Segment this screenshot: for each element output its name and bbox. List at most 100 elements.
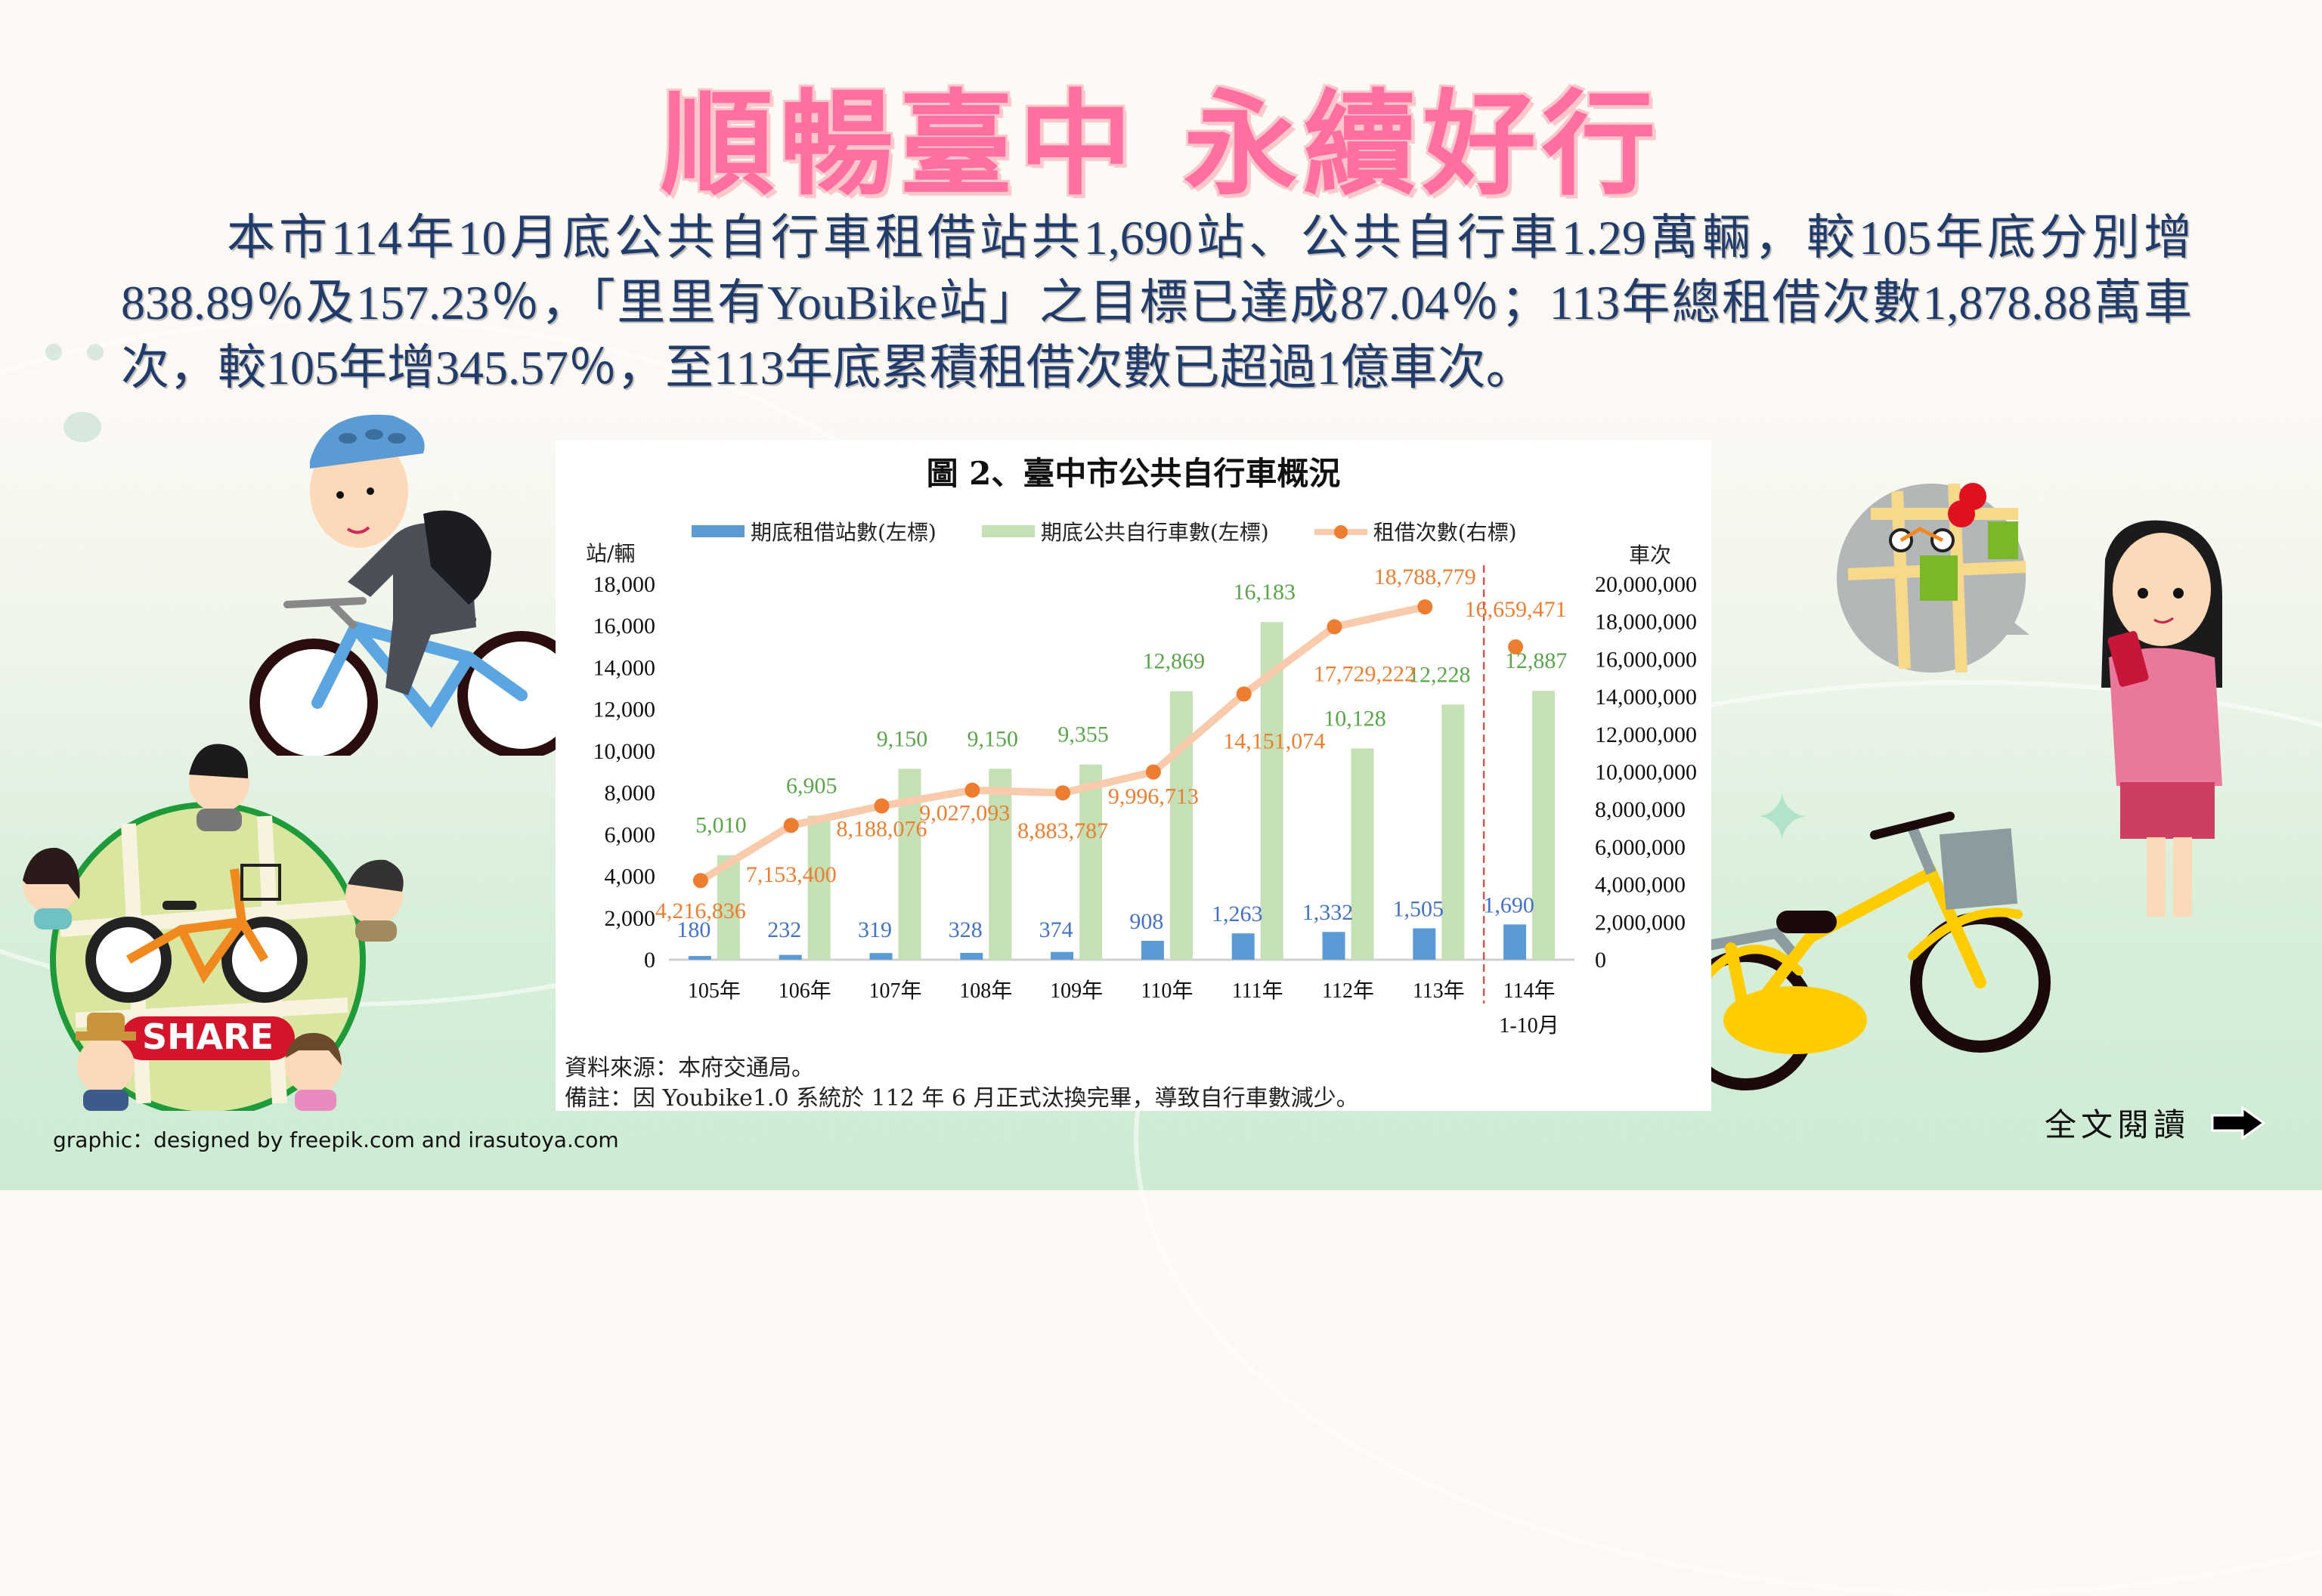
- x-axis-tick: 108年: [959, 979, 1012, 1003]
- right-axis-tick: 4,000,000: [1595, 873, 1686, 898]
- read-full-article-link[interactable]: 全文閱讀: [2045, 1100, 2266, 1146]
- right-axis-tick: 10,000,000: [1595, 760, 1697, 785]
- bar-stations: [1231, 933, 1255, 960]
- right-axis-tick: 14,000,000: [1595, 685, 1697, 710]
- right-axis-unit: 車次: [1629, 543, 1672, 568]
- bar-bikes: [1169, 691, 1193, 960]
- bar-stations: [688, 956, 711, 960]
- share-badge: SHARE: [142, 1016, 274, 1057]
- left-axis-tick: 14,000: [593, 655, 656, 680]
- bar-stations: [1322, 932, 1345, 960]
- x-axis-tick: 113年: [1413, 979, 1465, 1003]
- label-rentals: 9,027,093: [919, 801, 1010, 826]
- label-rentals: 8,883,787: [1017, 818, 1108, 843]
- rentals-point: [1508, 639, 1524, 655]
- left-axis-tick: 18,000: [593, 572, 656, 597]
- label-bikes: 9,355: [1057, 722, 1109, 747]
- bar-stations: [1503, 924, 1527, 960]
- bar-stations: [779, 954, 802, 960]
- label-stations: 1,332: [1302, 900, 1354, 925]
- left-axis-tick: 0: [644, 948, 655, 973]
- read-more-label: 全文閱讀: [2045, 1106, 2190, 1143]
- label-stations: 1,690: [1483, 892, 1534, 917]
- right-axis-tick: 20,000,000: [1595, 572, 1697, 597]
- left-axis-tick: 8,000: [605, 781, 656, 806]
- label-rentals: 14,151,074: [1223, 728, 1325, 753]
- label-bikes: 5,010: [695, 813, 747, 838]
- background-dot: [45, 344, 62, 360]
- label-stations: 1,263: [1212, 902, 1263, 926]
- label-rentals: 17,729,222: [1314, 661, 1416, 686]
- right-axis-tick: 8,000,000: [1595, 797, 1686, 822]
- legend-item-bikes: 期底公共自行車數(左標): [981, 516, 1269, 546]
- background-dot: [63, 412, 101, 442]
- x-axis-tick: 111年: [1232, 979, 1283, 1003]
- chart-legend: 期底租借站數(左標) 期底公共自行車數(左標) 租借次數(右標): [692, 516, 1517, 546]
- label-stations: 180: [676, 917, 711, 942]
- page-title: 順暢臺中 永續好行: [660, 79, 1662, 211]
- x-axis-tick: 114年: [1503, 979, 1556, 1003]
- x-axis-tick: 106年: [779, 979, 831, 1003]
- bar-bikes: [1532, 691, 1556, 960]
- label-bikes: 10,128: [1324, 706, 1386, 731]
- chart-source: 資料來源：本府交通局。: [565, 1055, 814, 1081]
- rentals-point: [783, 818, 799, 834]
- label-stations: 1,505: [1393, 896, 1444, 921]
- label-bikes: 9,150: [877, 726, 928, 751]
- summary-paragraph: 本市114年10月底公共自行車租借站共1,690站、公共自行車1.29萬輛，較1…: [121, 211, 2192, 394]
- left-axis-tick: 10,000: [593, 739, 656, 764]
- label-bikes: 6,905: [786, 773, 837, 798]
- bike-share-illustration: SHARE: [23, 744, 404, 1111]
- cyclist-illustration: [249, 414, 586, 756]
- bar-bikes: [1351, 748, 1374, 960]
- chart-panel: 圖 2、臺中市公共自行車概況 期底租借站數(左標) 期底公共自行車數(左標) 租…: [556, 441, 1711, 1112]
- right-axis-tick: 6,000,000: [1595, 835, 1686, 860]
- label-rentals: 9,996,713: [1108, 784, 1199, 809]
- graphic-credit: graphic：designed by freepik.com and iras…: [53, 1127, 619, 1152]
- background-dot: [87, 344, 104, 360]
- x-axis-tick: 110年: [1141, 979, 1193, 1003]
- rentals-point: [964, 782, 980, 798]
- label-stations: 374: [1039, 917, 1073, 942]
- bar-stations: [869, 953, 893, 960]
- left-axis-tick: 16,000: [593, 614, 656, 639]
- bar-bikes: [989, 769, 1012, 960]
- left-axis-tick: 12,000: [593, 697, 656, 722]
- label-bikes: 9,150: [968, 726, 1019, 751]
- x-axis-tick: 109年: [1050, 979, 1103, 1003]
- left-axis-unit: 站/輛: [586, 541, 636, 566]
- bar-bikes: [1441, 704, 1465, 960]
- sparkle-icon: ✦: [1754, 778, 1811, 858]
- bar-stations: [1051, 951, 1074, 960]
- legend-swatch-blue: [692, 525, 745, 537]
- bar-bikes: [1079, 764, 1103, 960]
- right-axis-tick: 16,000,000: [1595, 647, 1697, 672]
- chart-plot-area: 0 2,000 4,000 6,000 8,000 10,000 12,000 14,000 1…: [593, 564, 1698, 1038]
- label-rentals: 8,188,076: [837, 817, 927, 842]
- label-stations: 319: [858, 917, 892, 942]
- legend-label: 租借次數(右標): [1373, 520, 1517, 545]
- left-axis-tick: 4,000: [605, 865, 656, 889]
- label-stations: 232: [767, 917, 801, 942]
- x-axis-tick: 107年: [868, 979, 921, 1003]
- yellow-bike-illustration: [1665, 812, 2051, 1090]
- x-axis-tick: 105年: [688, 979, 741, 1003]
- legend-label: 期底公共自行車數(左標): [1040, 520, 1269, 545]
- rentals-point: [692, 873, 708, 889]
- right-axis-tick: 0: [1595, 948, 1606, 973]
- label-rentals: 7,153,400: [746, 862, 837, 887]
- bar-stations: [960, 952, 983, 960]
- label-stations: 328: [949, 917, 983, 942]
- right-axis-tick: 2,000,000: [1595, 910, 1686, 935]
- label-bikes: 12,228: [1408, 662, 1471, 687]
- rentals-point: [1055, 785, 1071, 801]
- rentals-point: [1417, 599, 1433, 615]
- label-bikes: 12,869: [1143, 649, 1206, 674]
- legend-item-stations: 期底租借站數(左標): [692, 516, 937, 546]
- legend-swatch-line: [1314, 525, 1367, 539]
- right-axis-tick: 12,000,000: [1595, 722, 1697, 747]
- label-rentals: 16,659,471: [1465, 597, 1567, 622]
- rentals-point: [1327, 619, 1342, 635]
- legend-swatch-green: [981, 525, 1035, 537]
- label-rentals: 18,788,779: [1374, 564, 1476, 589]
